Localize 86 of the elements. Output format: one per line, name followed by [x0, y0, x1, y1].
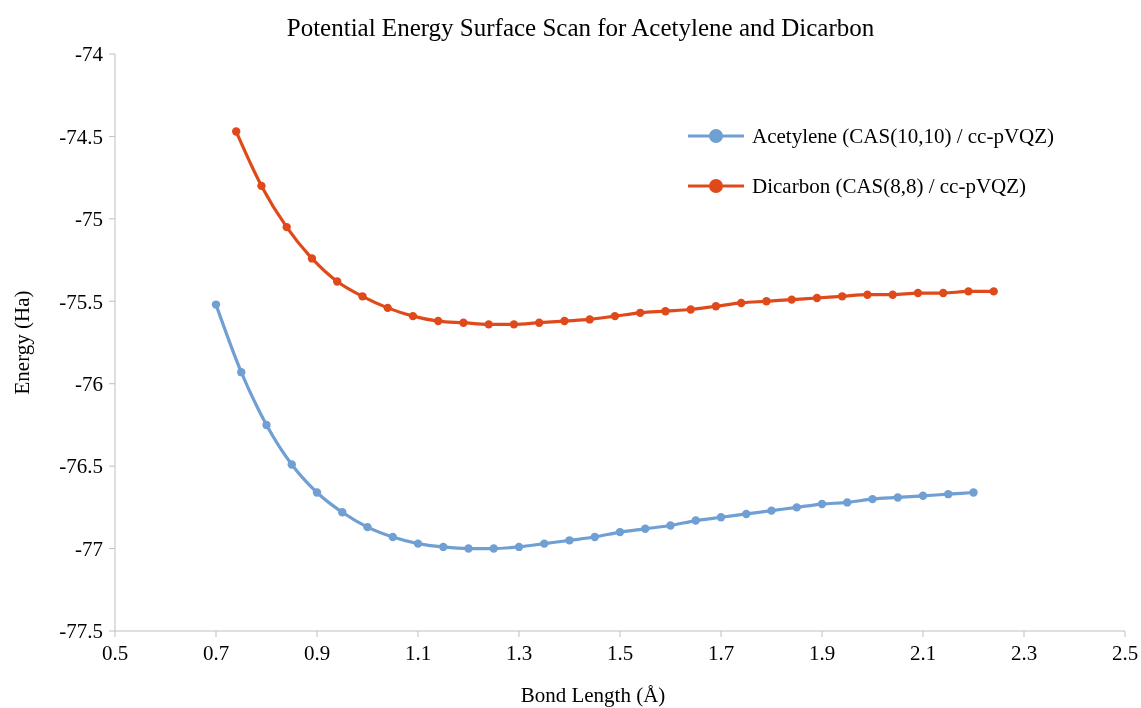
y-tick-label: -74 [75, 42, 104, 67]
point [686, 305, 695, 314]
point [358, 292, 367, 301]
legend-label: Acetylene (CAS(10,10) / cc-pVQZ) [752, 124, 1055, 149]
point [484, 320, 493, 329]
point [863, 290, 872, 299]
point [762, 297, 771, 306]
x-tick-label: 1.9 [808, 641, 836, 665]
point [388, 532, 397, 542]
y-tick-label: -75 [75, 207, 103, 232]
point [459, 318, 468, 327]
point [989, 287, 998, 296]
point [509, 320, 519, 329]
point [560, 316, 569, 326]
point [636, 308, 645, 318]
point [338, 508, 347, 517]
point [787, 295, 796, 304]
point [489, 544, 498, 553]
point [408, 311, 418, 321]
point [893, 493, 902, 502]
point [262, 420, 271, 430]
point [817, 499, 827, 509]
point [716, 513, 726, 522]
y-tick-label: -77.5 [59, 619, 103, 644]
point [307, 254, 317, 263]
x-tick-label: 1.1 [404, 641, 432, 665]
y-tick-label: -75.5 [59, 289, 103, 314]
chart-title: Potential Energy Surface Scan for Acetylene and Dicarbon [286, 14, 875, 41]
point [333, 277, 342, 286]
legend-label: Dicarbon (CAS(8,8) / cc-pVQZ) [752, 174, 1027, 199]
point [767, 506, 776, 515]
point [742, 509, 751, 519]
point [711, 302, 721, 311]
point [282, 222, 291, 232]
point [540, 539, 549, 548]
point [312, 488, 322, 497]
x-tick-label: 2.3 [1010, 641, 1038, 665]
y-tick-label: -77 [75, 536, 103, 561]
y-tick-label: -74.5 [59, 124, 103, 149]
y-tick-label: -76 [75, 372, 103, 397]
x-axis-title: Bond Length (Å) [520, 683, 666, 707]
point [434, 316, 443, 326]
x-tick-label: 0.9 [303, 641, 331, 665]
point [413, 539, 423, 548]
y-axis-title: Energy (Ha) [10, 290, 34, 395]
point [237, 367, 246, 377]
point [514, 542, 524, 552]
point [843, 498, 852, 507]
point [565, 536, 574, 545]
point [257, 181, 266, 191]
point [363, 522, 372, 532]
point [661, 306, 670, 316]
point [913, 288, 923, 298]
x-tick-label: 2.1 [909, 641, 937, 665]
point [964, 287, 973, 296]
point [969, 488, 978, 497]
point [610, 311, 620, 321]
x-tick-label: 1.7 [707, 641, 735, 665]
point [439, 542, 448, 552]
y-tick-label: -76.5 [59, 454, 103, 479]
x-tick-label: 2.5 [1111, 641, 1139, 665]
point [590, 532, 599, 542]
point [691, 516, 700, 525]
point [383, 303, 392, 313]
point [287, 460, 296, 469]
point [944, 489, 953, 499]
point [812, 293, 822, 303]
x-tick-label: 1.5 [606, 641, 634, 665]
point [918, 491, 928, 501]
point [464, 544, 473, 553]
point [585, 315, 594, 324]
point [888, 290, 897, 299]
point [615, 527, 625, 537]
point [666, 521, 675, 530]
point [232, 127, 241, 136]
x-tick-label: 0.7 [202, 641, 230, 665]
point [535, 318, 544, 327]
point [939, 288, 948, 298]
point [792, 503, 801, 512]
x-tick-label: 0.5 [101, 641, 129, 665]
point [737, 298, 746, 308]
x-tick-label: 1.3 [505, 641, 533, 665]
point [641, 524, 650, 533]
point [211, 300, 221, 309]
point [868, 494, 877, 504]
point [838, 292, 847, 301]
